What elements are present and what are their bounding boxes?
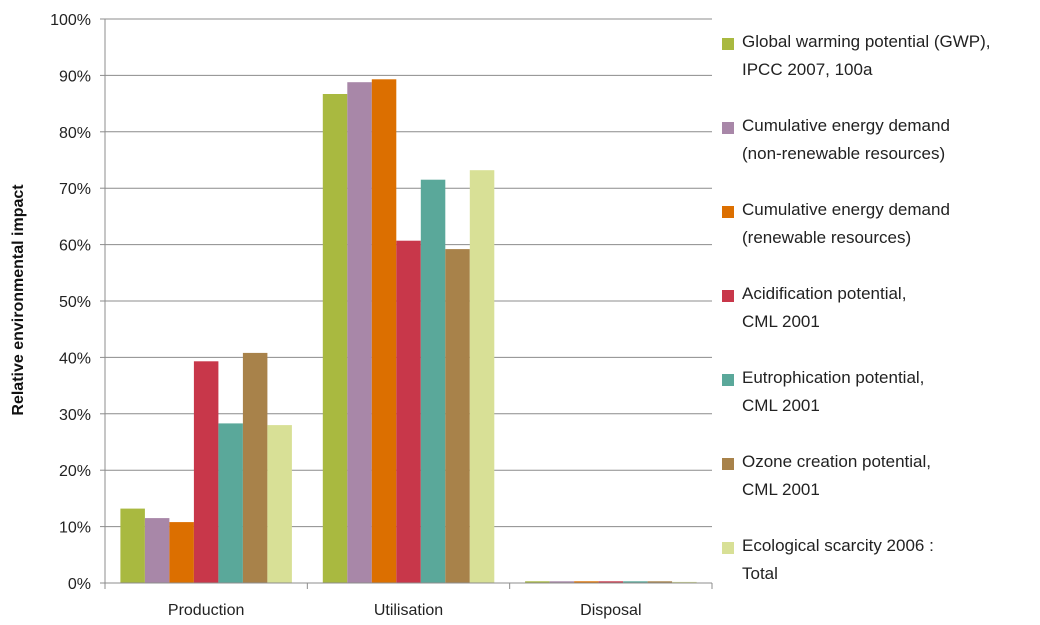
y-tick-label: 30% [59,407,91,424]
bar-chart: 0% 10% 20% 30% 40% 50% 60% 70% 80% 90% 100% Produc… [10,12,713,619]
legend-label: Cumulative energy demand [742,116,950,135]
bar-disposal-series-1 [525,581,550,583]
axes [104,19,713,589]
bar-disposal-series-6 [647,581,673,583]
x-tick-label-disposal: Disposal [580,602,641,619]
legend-label: IPCC 2007, 100a [742,60,873,79]
legend-label: Cumulative energy demand [742,200,950,219]
x-tick-label-utilisation: Utilisation [374,602,443,619]
legend-label: (non-renewable resources) [742,144,946,163]
legend-label: CML 2001 [742,480,820,499]
legend-entry: Ozone creation potential, CML 2001 [722,448,1034,532]
y-tick-label: 100% [50,12,91,29]
bar-utilisation-series-7 [469,170,495,583]
bar-production-series-2 [144,518,170,583]
legend-swatch [722,122,734,134]
legend-label: Eutrophication potential, [742,368,925,387]
legend-entry: Cumulative energy demand (non-renewable r… [722,112,1034,196]
legend-label: (renewable resources) [742,228,912,247]
legend-swatch [722,542,734,554]
x-tick-label-production: Production [168,602,245,619]
bars [120,79,697,584]
bar-disposal-series-3 [574,581,599,583]
legend-entry: Cumulative energy demand (renewable resou… [722,196,1034,280]
bar-utilisation-series-6 [445,249,470,583]
legend-label: Ozone creation potential, [742,452,932,471]
legend-entry: Acidification potential, CML 2001 [722,280,1034,364]
y-tick-label: 0% [68,576,91,593]
bar-production-series-4 [193,361,219,583]
bar-production-series-3 [169,522,194,583]
y-tick-labels: 0% 10% 20% 30% 40% 50% 60% 70% 80% 90% 100% [50,12,91,593]
bar-disposal-series-4 [598,581,624,583]
legend-swatch [722,458,734,470]
bar-utilisation-series-5 [420,179,446,583]
y-tick-label: 40% [59,350,91,367]
bar-production-series-6 [242,352,268,583]
legend-entry: Eutrophication potential, CML 2001 [722,364,1034,448]
legend-label: Ecological scarcity 2006 : [742,536,934,555]
legend-swatch [722,290,734,302]
bar-disposal-series-5 [623,581,648,583]
y-tick-label: 20% [59,463,91,480]
y-tick-label: 50% [59,294,91,311]
y-tick-label: 10% [59,520,91,537]
bar-utilisation-series-1 [322,94,348,583]
bar-utilisation-series-3 [371,79,397,584]
bar-disposal-series-2 [549,581,575,583]
bar-production-series-1 [120,508,145,583]
legend-entry: Ecological scarcity 2006 : Total [722,532,1034,616]
legend-label: Total [742,564,778,583]
y-tick-label: 90% [59,68,91,85]
legend-swatch [722,38,734,50]
y-tick-label: 70% [59,181,91,198]
y-tick-label: 80% [59,125,91,142]
legend: Global warming potential (GWP), IPCC 2007… [722,28,1034,616]
legend-label: Acidification potential, [742,284,907,303]
bar-utilisation-series-2 [347,82,372,583]
legend-swatch [722,374,734,386]
bar-production-series-5 [218,423,243,583]
bar-utilisation-series-4 [396,240,421,583]
legend-label: CML 2001 [742,396,820,415]
y-tick-label: 60% [59,238,91,255]
legend-swatch [722,206,734,218]
legend-label: Global warming potential (GWP), [742,32,991,51]
bar-disposal-series-7 [672,581,697,583]
legend-label: CML 2001 [742,312,820,331]
x-tick-labels: Production Utilisation Disposal [168,602,642,619]
legend-entry: Global warming potential (GWP), IPCC 2007… [722,28,1034,112]
y-axis-label: Relative environmental impact [10,184,27,416]
bar-production-series-7 [267,425,292,583]
